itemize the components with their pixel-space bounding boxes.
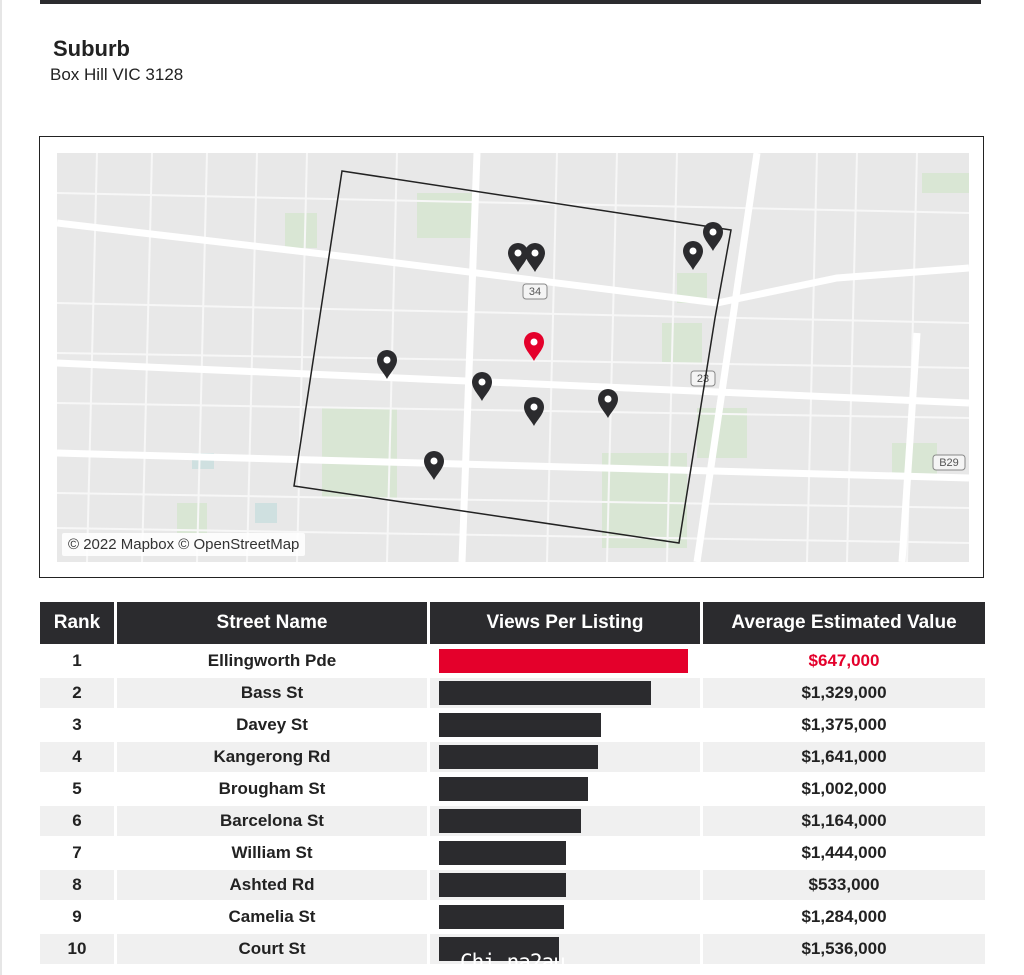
map-panel[interactable]: 34 23 B29: [39, 136, 984, 578]
street-name-cell: Camelia St: [117, 900, 430, 932]
views-per-listing-cell: [430, 676, 703, 708]
estimated-value-cell: $647,000: [703, 644, 985, 676]
table-row: 6 Barcelona St $1,164,000: [40, 804, 985, 836]
column-header-views: Views Per Listing: [430, 602, 703, 644]
views-bar: [439, 841, 566, 865]
table-row: 2 Bass St $1,329,000: [40, 676, 985, 708]
street-name-cell: Kangerong Rd: [117, 740, 430, 772]
column-header-street: Street Name: [117, 602, 430, 644]
views-per-listing-cell: [430, 740, 703, 772]
views-bar: [439, 649, 688, 673]
views-per-listing-cell: [430, 708, 703, 740]
views-per-listing-cell: [430, 868, 703, 900]
views-per-listing-cell: [430, 900, 703, 932]
location-pin-icon[interactable]: [598, 389, 618, 418]
column-header-rank: Rank: [40, 602, 117, 644]
rank-cell: 7: [40, 836, 117, 868]
street-name-cell: Barcelona St: [117, 804, 430, 836]
views-per-listing-cell: [430, 644, 703, 676]
street-name-cell: William St: [117, 836, 430, 868]
svg-text:23: 23: [697, 373, 709, 385]
views-bar: [439, 873, 566, 897]
estimated-value-cell: $1,002,000: [703, 772, 985, 804]
estimated-value-cell: $1,375,000: [703, 708, 985, 740]
estimated-value-cell: $1,329,000: [703, 676, 985, 708]
rank-cell: 9: [40, 900, 117, 932]
views-bar: [439, 937, 559, 961]
rank-cell: 3: [40, 708, 117, 740]
map-land: [57, 153, 969, 562]
views-bar: [439, 681, 651, 705]
street-name-cell: Court St: [117, 932, 430, 964]
street-ranking-table: Rank Street Name Views Per Listing Avera…: [40, 602, 985, 964]
location-pin-icon[interactable]: [703, 222, 723, 251]
rank-cell: 5: [40, 772, 117, 804]
map-minor-streets: [57, 153, 969, 562]
location-pin-icon[interactable]: [508, 243, 528, 272]
views-per-listing-cell: [430, 772, 703, 804]
rank-cell: 8: [40, 868, 117, 900]
table-row: 7 William St $1,444,000: [40, 836, 985, 868]
watermark: Chi na2au: [460, 950, 566, 974]
views-per-listing-cell: [430, 932, 703, 964]
suburb-map[interactable]: 34 23 B29: [57, 153, 969, 562]
location-pin-icon[interactable]: [424, 451, 444, 480]
estimated-value-cell: $1,536,000: [703, 932, 985, 964]
views-bar: [439, 905, 564, 929]
location-pin-icon[interactable]: [524, 397, 544, 426]
page-edge: [0, 0, 2, 975]
estimated-value-cell: $1,641,000: [703, 740, 985, 772]
location-pin-icon[interactable]: [472, 372, 492, 401]
rank-cell: 6: [40, 804, 117, 836]
road-shield-23: 23: [690, 370, 716, 387]
views-per-listing-cell: [430, 836, 703, 868]
section-title: Suburb: [53, 36, 130, 61]
table-row: 9 Camelia St $1,284,000: [40, 900, 985, 932]
rank-cell: 4: [40, 740, 117, 772]
column-header-value: Average Estimated Value: [703, 602, 985, 644]
rank-cell: 1: [40, 644, 117, 676]
map-pins: [377, 222, 723, 480]
views-bar: [439, 777, 588, 801]
svg-text:B29: B29: [939, 457, 959, 469]
views-bar: [439, 713, 601, 737]
estimated-value-cell: $533,000: [703, 868, 985, 900]
street-name-cell: Ellingworth Pde: [117, 644, 430, 676]
location-pin-icon[interactable]: [377, 350, 397, 379]
road-shield-34: 34: [522, 283, 548, 300]
estimated-value-cell: $1,164,000: [703, 804, 985, 836]
map-attribution[interactable]: © 2022 Mapbox © OpenStreetMap: [62, 533, 306, 556]
table-row: 3 Davey St $1,375,000: [40, 708, 985, 740]
table-header-row: Rank Street Name Views Per Listing Avera…: [40, 602, 985, 644]
location-pin-icon[interactable]: [525, 243, 545, 272]
street-name-cell: Ashted Rd: [117, 868, 430, 900]
suburb-location: Box Hill VIC 3128: [50, 65, 184, 84]
suburb-boundary: [293, 170, 732, 544]
table-row: 1 Ellingworth Pde $647,000: [40, 644, 985, 676]
street-name-cell: Davey St: [117, 708, 430, 740]
views-bar: [439, 745, 598, 769]
views-bar: [439, 809, 581, 833]
table-row: 5 Brougham St $1,002,000: [40, 772, 985, 804]
svg-text:34: 34: [529, 286, 541, 298]
table-row: 4 Kangerong Rd $1,641,000: [40, 740, 985, 772]
selected-location-pin-icon[interactable]: [524, 332, 544, 361]
road-shield-b29: B29: [932, 454, 966, 471]
table-row: 10 Court St $1,536,000: [40, 932, 985, 964]
views-per-listing-cell: [430, 804, 703, 836]
rank-cell: 2: [40, 676, 117, 708]
rank-cell: 10: [40, 932, 117, 964]
street-name-cell: Bass St: [117, 676, 430, 708]
location-pin-icon[interactable]: [683, 241, 703, 270]
estimated-value-cell: $1,444,000: [703, 836, 985, 868]
table-row: 8 Ashted Rd $533,000: [40, 868, 985, 900]
estimated-value-cell: $1,284,000: [703, 900, 985, 932]
top-divider: [40, 0, 981, 4]
street-name-cell: Brougham St: [117, 772, 430, 804]
